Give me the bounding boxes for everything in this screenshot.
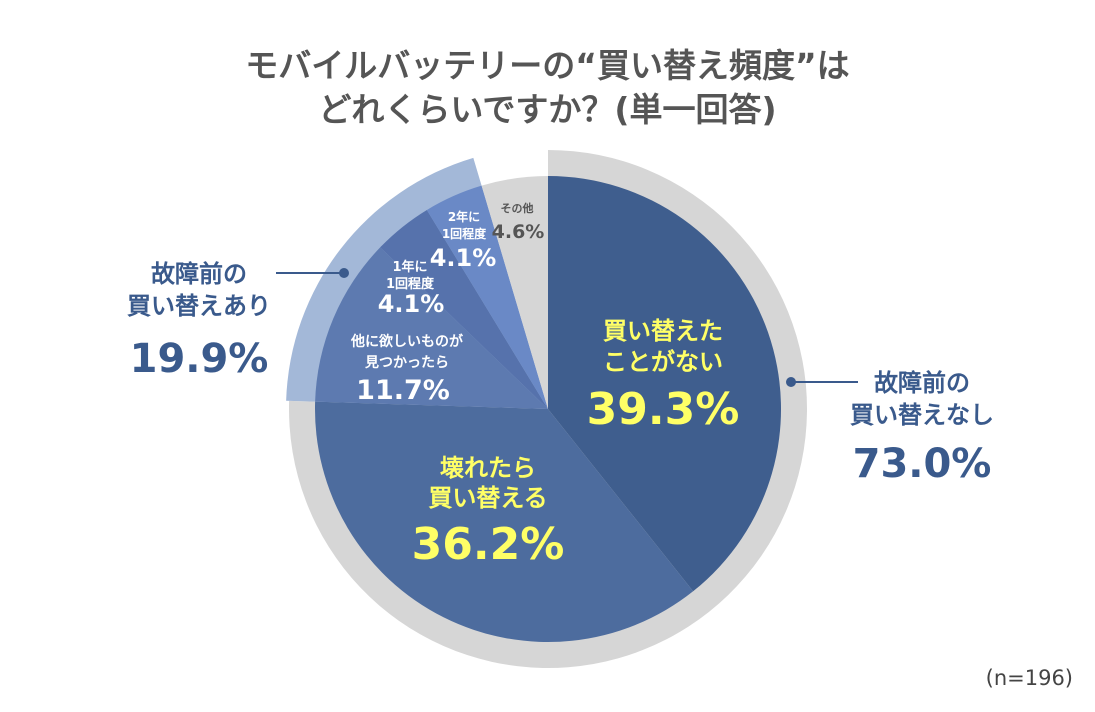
leader-dot-replace-group — [339, 268, 349, 278]
slice-label-two-year-line1: 2年に — [448, 209, 480, 224]
slice-value-one-year: 4.1% — [378, 290, 445, 318]
slice-label-two-year-line2: 1回程度 — [442, 226, 487, 241]
slice-value-other: 4.6% — [492, 221, 545, 243]
slice-label-found-other-line1: 他に欲しいものが — [350, 333, 464, 350]
chart-title: モバイルバッテリーの“買い替え頻度”は どれくらいですか？(単一回答) — [0, 44, 1095, 132]
sample-size-note: (n=196) — [985, 666, 1073, 690]
slice-label-broken-line1: 壊れたら — [440, 454, 536, 482]
slice-label-found-other-line2: 見つかったら — [364, 355, 449, 371]
slice-value-two-year: 4.1% — [430, 244, 497, 272]
pie-slice-broken — [314, 401, 694, 643]
chart-title-line1: モバイルバッテリーの“買い替え頻度”は — [245, 46, 850, 85]
group-value-replace: 19.9% — [130, 336, 269, 382]
pie-slice-found-other — [315, 247, 548, 409]
group-label-no-replace-line2: 買い替えなし — [850, 401, 994, 429]
group-label-replace-line1: 故障前の — [151, 260, 247, 288]
slice-label-one-year-line1: 1年に — [392, 259, 427, 275]
group-label-no-replace-line1: 故障前の — [874, 369, 970, 397]
pie-slice-other — [481, 176, 548, 409]
slice-label-other: その他 — [501, 201, 534, 215]
slice-label-no-replace-line1: 買い替えた — [603, 317, 723, 345]
slice-value-found-other: 11.7% — [356, 375, 450, 406]
slice-label-one-year-line2: 1回程度 — [386, 276, 435, 292]
pie-slice-no-replace — [548, 176, 782, 592]
slice-label-broken-line2: 買い替える — [428, 484, 547, 512]
chart-title-line2: どれくらいですか？(単一回答) — [318, 90, 777, 129]
group-value-no-replace: 73.0% — [853, 441, 992, 487]
slice-value-no-replace: 39.3% — [587, 384, 740, 435]
slice-value-broken: 36.2% — [412, 519, 565, 570]
pie-slice-two-year — [426, 185, 548, 409]
group-label-replace-line2: 買い替えあり — [127, 292, 271, 320]
pie-slice-one-year — [380, 209, 548, 409]
slice-label-no-replace-line2: ことがない — [603, 348, 723, 376]
leader-dot-no-replace-group — [786, 377, 796, 387]
